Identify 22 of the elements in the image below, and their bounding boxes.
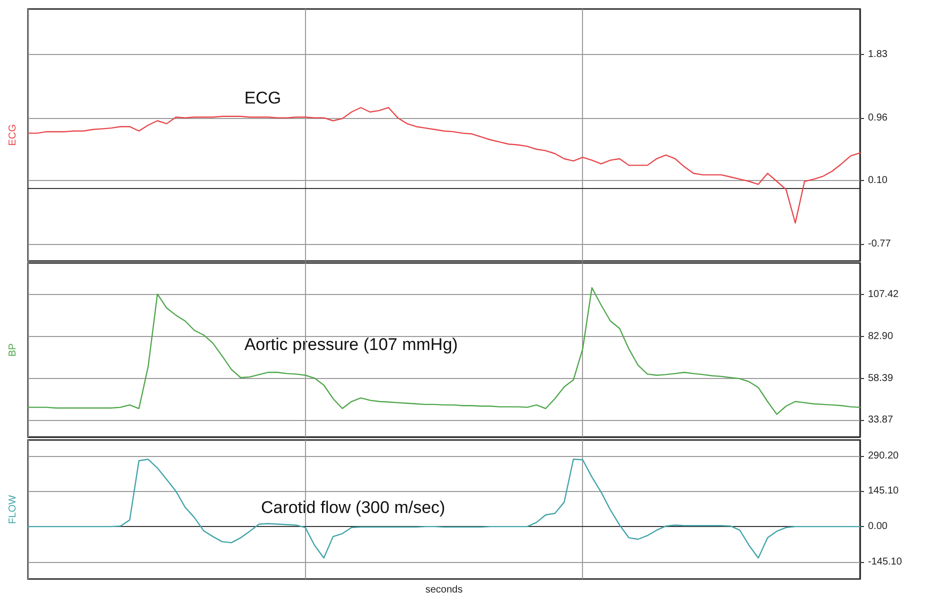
y-tick-label: 107.42 bbox=[868, 289, 900, 300]
annotation: Aortic pressure (107 mmHg) bbox=[244, 335, 458, 354]
x-axis-title: seconds bbox=[425, 584, 463, 596]
line-series bbox=[27, 107, 861, 224]
y-tick-label: 33.87 bbox=[868, 414, 894, 426]
y-tick-label: 1.83 bbox=[868, 48, 888, 60]
y-tick-label: 0.10 bbox=[868, 175, 888, 186]
y-tick-label: 145.10 bbox=[868, 486, 900, 497]
y-tick-label: -0.77 bbox=[868, 238, 892, 250]
y-tick-label: 0.96 bbox=[868, 112, 888, 124]
y-tick-label: 290.20 bbox=[868, 450, 900, 462]
y-axis-title: ECG bbox=[8, 124, 18, 146]
line-series bbox=[27, 287, 861, 415]
y-tick-label: 58.39 bbox=[868, 372, 894, 384]
y-axis-title: BP bbox=[8, 343, 18, 357]
annotation: Carotid flow (300 m/sec) bbox=[260, 498, 446, 517]
line-series bbox=[27, 458, 861, 559]
y-tick-label: 82.90 bbox=[868, 331, 894, 342]
y-tick-label: -145.10 bbox=[868, 556, 902, 568]
annotation: ECG bbox=[244, 88, 282, 108]
y-axis-title: FLOW bbox=[8, 494, 18, 524]
y-tick-label: 0.00 bbox=[868, 521, 888, 532]
